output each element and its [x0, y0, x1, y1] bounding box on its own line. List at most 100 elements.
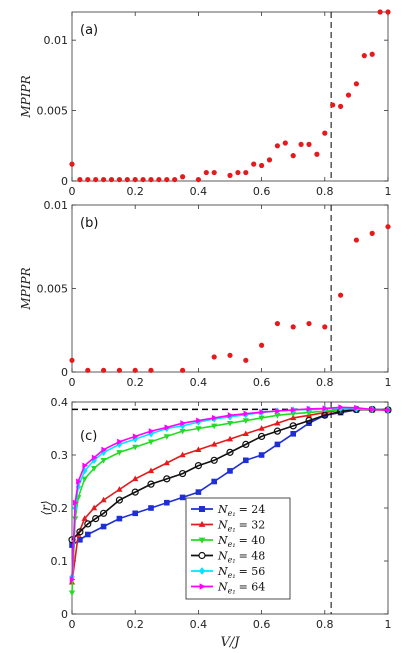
data-point: [84, 520, 92, 528]
data-point: [81, 476, 88, 483]
data-point: [68, 590, 76, 597]
data-point: [81, 515, 88, 521]
x-tick-label: 0.8: [316, 376, 334, 389]
data-point: [306, 320, 312, 327]
data-point: [258, 425, 265, 431]
data-point: [353, 237, 359, 243]
data-point: [353, 81, 359, 87]
y-tick-label: 0.01: [44, 34, 69, 47]
data-point: [147, 439, 155, 446]
data-point: [274, 143, 280, 149]
panel-2: 0 0.2 0.4 0.6 0.8 1 0 0.005 0.01 MPIPR (b): [19, 199, 392, 389]
x-tick-label: 0.2: [126, 376, 144, 389]
data-point: [369, 230, 375, 236]
panel-3: 0 0.2 0.4 0.6 0.8 100.10.20.30.4⟨r⟩V/J(c)Ne₁ =…: [39, 396, 392, 650]
legend-entry: Ne₁ = 24: [191, 503, 265, 518]
data-point: [85, 367, 91, 373]
data-point: [361, 53, 367, 59]
data-point: [100, 496, 107, 503]
y-axis-label: ⟨r⟩: [39, 500, 53, 515]
data-point: [226, 435, 234, 442]
x-tick-label: 0.2: [126, 618, 144, 631]
legend-label: Ne₁ = 56: [217, 565, 265, 580]
y-tick-label: 0.2: [51, 502, 69, 515]
data-point: [338, 103, 344, 109]
legend-label: Ne₁ = 48: [217, 550, 265, 565]
data-point: [196, 417, 202, 424]
data-point: [369, 406, 376, 413]
y-tick-label: 0.3: [51, 449, 69, 462]
data-point: [195, 446, 202, 452]
data-point: [93, 176, 99, 183]
data-point: [180, 367, 186, 373]
data-point: [274, 413, 281, 419]
y-tick-label: 0: [61, 175, 68, 188]
data-point: [251, 161, 257, 167]
x-tick-label: 0.4: [190, 618, 208, 631]
data-point: [132, 444, 139, 451]
data-point: [116, 367, 122, 373]
legend-label-sub: e₁: [228, 571, 236, 580]
data-point: [385, 224, 391, 230]
y-tick-label: 0.005: [37, 283, 69, 296]
data-point: [290, 324, 296, 330]
data-point: [91, 504, 98, 511]
legend-label: Ne₁ = 24: [217, 503, 265, 518]
panel-label: (a): [80, 23, 98, 38]
data-point: [274, 419, 281, 426]
series-line: [71, 408, 389, 593]
legend-label-value: = 32: [239, 519, 266, 532]
x-tick-label: 0.6: [253, 376, 271, 389]
data-point: [258, 452, 265, 458]
legend-entry: Ne₁ = 40: [191, 534, 265, 549]
data-point: [227, 172, 233, 178]
data-point: [259, 408, 265, 416]
data-point: [164, 176, 170, 183]
data-point: [156, 176, 162, 183]
data-point: [179, 428, 186, 435]
data-point: [163, 434, 170, 440]
plot-frame: [71, 204, 389, 373]
data-point: [211, 414, 218, 421]
data-point: [259, 342, 265, 348]
data-point: [210, 456, 218, 464]
data-point: [68, 536, 76, 544]
panel-1: 0 0.2 0.4 0.6 0.8 1 0 0.005 0.01 MPIPR (a): [19, 9, 392, 198]
legend-label-name: N: [217, 503, 228, 516]
data-point: [211, 423, 218, 430]
data-point: [100, 458, 107, 464]
legend-swatch-marker: [199, 583, 206, 590]
series-4: [68, 405, 392, 544]
data-point: [354, 404, 360, 411]
data-point: [132, 435, 138, 443]
legend-swatch-marker: [198, 537, 206, 544]
data-point: [211, 169, 217, 176]
data-point: [180, 174, 186, 180]
legend-label-sub: e₁: [228, 525, 236, 534]
data-point: [115, 496, 124, 504]
data-point: [132, 433, 139, 440]
x-tick-label: 0.2: [126, 185, 144, 198]
data-point: [76, 478, 82, 485]
data-point: [243, 457, 249, 464]
data-point: [369, 51, 375, 57]
x-tick-label: 1: [385, 376, 392, 389]
data-point: [85, 531, 91, 538]
data-point: [274, 441, 281, 448]
data-point: [163, 459, 170, 466]
y-tick-label: 0: [61, 366, 68, 379]
data-point: [69, 161, 75, 167]
plot-frame: [71, 11, 389, 182]
data-point: [305, 416, 313, 425]
data-point: [92, 514, 100, 523]
data-point: [290, 411, 297, 418]
data-point: [290, 431, 296, 437]
data-point: [306, 405, 313, 412]
data-point: [179, 494, 186, 501]
data-point: [91, 454, 98, 461]
data-point: [235, 169, 241, 176]
legend-label-value: = 48: [239, 550, 266, 563]
data-point: [243, 169, 249, 176]
legend-label-name: N: [217, 550, 228, 563]
